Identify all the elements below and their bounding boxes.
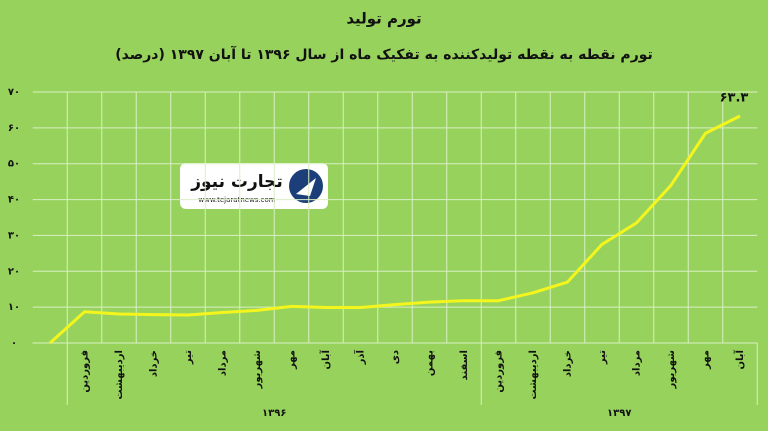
x-tick-label: دی: [390, 350, 401, 364]
x-tick-label: خرداد: [563, 350, 574, 377]
x-tick-label: مرداد: [218, 350, 229, 376]
x-tick-label: آذر: [354, 349, 367, 365]
x-tick-label: آبان: [319, 349, 332, 369]
y-tick-label: ۴۰: [8, 195, 20, 206]
y-tick-label: ۱۰: [8, 302, 20, 313]
x-tick-label: مهر: [701, 350, 712, 370]
x-tick-label: اردیبهشت: [114, 350, 125, 400]
group-label: ۱۳۹۷: [607, 408, 631, 419]
y-tick-label: ۰: [11, 338, 17, 349]
x-tick-label: فروردین: [80, 350, 91, 393]
x-tick-label: مهر: [287, 350, 298, 370]
x-tick-label: اسفند: [459, 350, 470, 380]
x-tick-label: خرداد: [149, 350, 160, 377]
x-tick-label: تیر: [183, 350, 194, 365]
y-tick-label: ۳۰: [8, 230, 20, 241]
value-label: ۶۳.۳: [720, 91, 749, 106]
watermark-name: تجارت نیوز: [190, 172, 283, 192]
watermark: تجارت نیوز www.tejaratnews.com: [180, 163, 328, 209]
x-tick-label: شهریور: [666, 350, 677, 390]
x-tick-label: مرداد: [632, 350, 643, 376]
chart-title: تورم تولید: [346, 10, 421, 28]
y-tick-label: ۷۰: [8, 87, 20, 98]
group-label: ۱۳۹۶: [262, 408, 286, 419]
watermark-icon-arrow: [296, 178, 316, 196]
y-tick-label: ۶۰: [8, 123, 20, 134]
x-tick-label: شهریور: [252, 350, 263, 390]
x-tick-label: اردیبهشت: [528, 350, 539, 400]
x-tick-label: آبان: [733, 349, 746, 369]
watermark-box: [180, 163, 328, 209]
x-tick-label: بهمن: [425, 350, 436, 376]
y-tick-label: ۵۰: [8, 159, 20, 170]
x-tick-label: تیر: [597, 350, 608, 365]
y-tick-label: ۲۰: [8, 266, 20, 277]
x-tick-label: فروردین: [494, 350, 505, 393]
chart-subtitle: تورم نقطه به نقطه تولیدکننده به تفکیک ما…: [115, 45, 653, 63]
data-line: [48, 114, 741, 345]
